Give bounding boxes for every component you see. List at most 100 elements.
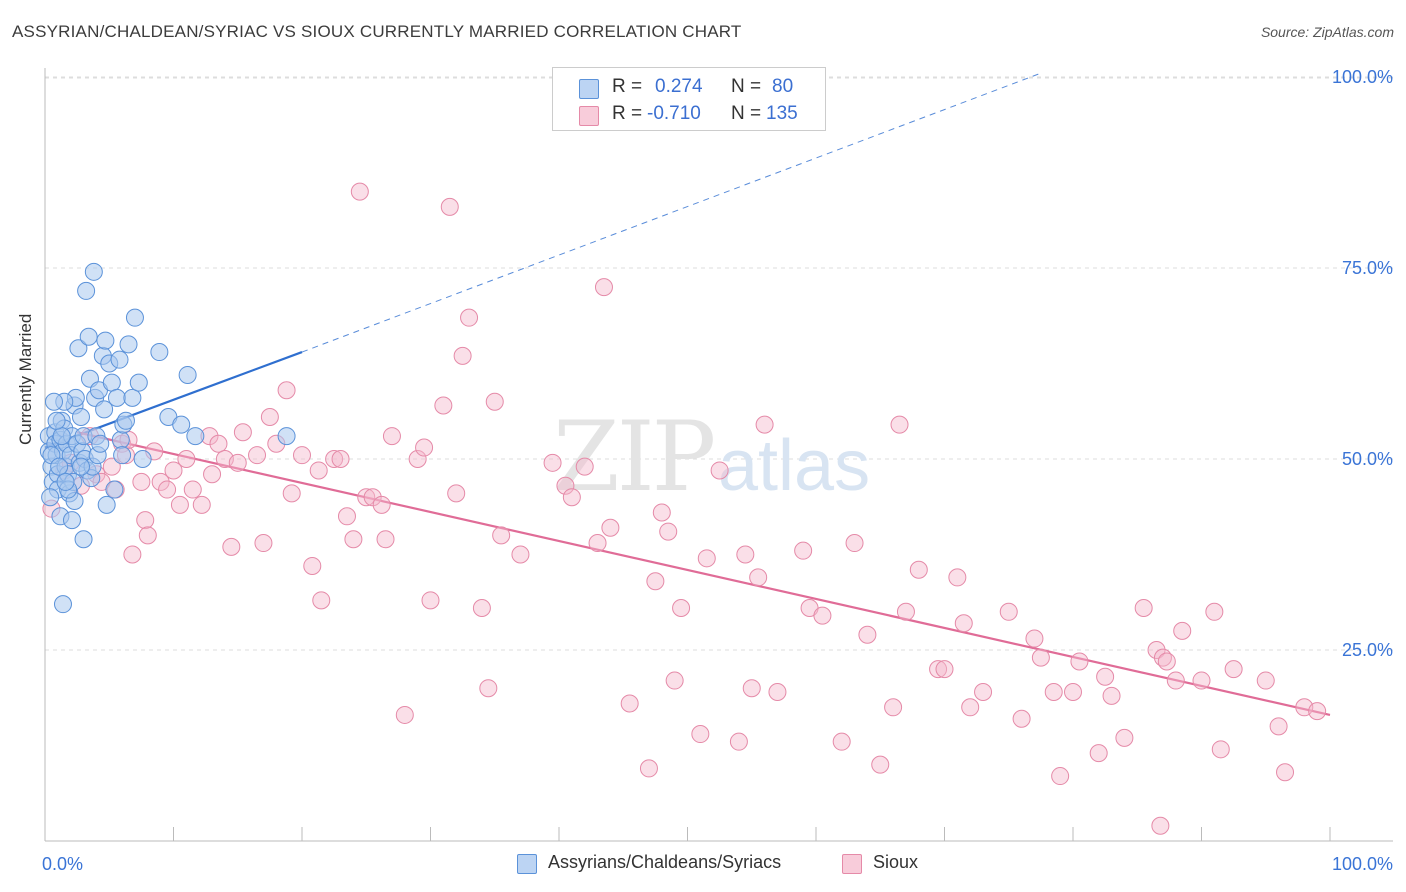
legend-n-label: N = <box>731 103 762 124</box>
legend-swatch-pink <box>579 106 599 126</box>
data-point-assyrian <box>62 511 81 530</box>
data-point-sioux <box>1134 598 1153 617</box>
data-point-sioux <box>228 453 247 472</box>
data-point-assyrian <box>74 530 93 549</box>
data-point-assyrian <box>133 450 152 468</box>
data-point-sioux <box>1157 652 1176 671</box>
data-point-sioux <box>447 484 466 503</box>
data-point-sioux <box>485 392 504 411</box>
data-point-sioux <box>832 732 851 751</box>
data-point-sioux <box>492 526 511 545</box>
y-tick-label: 25.0% <box>1342 640 1393 660</box>
tick-labels: 25.0% 50.0% 75.0% 100.0% 0.0% 100.0% <box>42 67 1393 874</box>
data-point-assyrian <box>111 430 130 449</box>
data-point-sioux <box>890 415 909 434</box>
data-point-sioux <box>1308 702 1327 721</box>
data-point-sioux <box>277 381 296 400</box>
data-point-sioux <box>233 423 252 442</box>
data-point-sioux <box>192 495 211 514</box>
legend-r-value: 0.274 <box>655 76 703 97</box>
data-point-sioux <box>999 602 1018 621</box>
data-point-sioux <box>1192 671 1211 690</box>
data-point-sioux <box>408 450 427 468</box>
data-point-sioux <box>1051 767 1070 786</box>
data-point-sioux <box>794 541 813 560</box>
data-point-sioux <box>472 598 491 617</box>
data-point-assyrian <box>44 392 63 411</box>
data-point-sioux <box>440 197 459 216</box>
x-tick-label: 0.0% <box>42 854 83 874</box>
data-point-sioux <box>749 568 768 587</box>
data-point-sioux <box>562 488 581 507</box>
data-point-assyrian <box>71 407 90 426</box>
data-point-sioux <box>1096 667 1115 686</box>
data-point-sioux <box>1025 629 1044 648</box>
data-point-assyrian <box>79 327 98 346</box>
data-point-assyrian <box>113 446 132 465</box>
y-tick-label: 75.0% <box>1342 258 1393 278</box>
data-point-sioux <box>1147 641 1166 659</box>
data-point-assyrian <box>110 350 129 369</box>
legend-n-label: N = <box>731 76 762 97</box>
data-point-sioux <box>164 461 183 480</box>
data-point-sioux <box>303 556 322 575</box>
data-point-assyrian <box>96 331 115 350</box>
data-point-sioux <box>1211 740 1230 759</box>
bottom-swatch-pink <box>842 854 862 874</box>
data-point-sioux <box>123 545 142 564</box>
data-point-sioux <box>543 453 562 472</box>
data-point-sioux <box>325 450 344 468</box>
data-point-sioux <box>382 427 401 446</box>
data-point-sioux <box>248 446 267 465</box>
data-point-sioux <box>453 346 472 365</box>
data-point-sioux <box>1256 671 1275 690</box>
data-point-assyrian <box>277 427 296 446</box>
data-point-sioux <box>691 725 710 744</box>
data-point-sioux <box>1031 648 1050 667</box>
data-point-sioux <box>646 572 665 591</box>
data-point-sioux <box>1102 686 1121 705</box>
legend-r-value: -0.710 <box>647 103 701 124</box>
data-point-sioux <box>929 660 948 679</box>
data-point-assyrian <box>84 262 103 281</box>
data-point-sioux <box>136 511 155 530</box>
data-point-sioux <box>736 545 755 564</box>
data-point-sioux <box>768 683 787 702</box>
data-point-sioux <box>1070 652 1089 671</box>
bottom-legend-label: Assyrians/Chaldeans/Syriacs <box>548 852 782 872</box>
y-axis-label: Currently Married <box>16 313 35 445</box>
data-point-sioux <box>337 507 356 526</box>
trend-line-sioux <box>76 431 1331 717</box>
data-point-assyrian <box>172 415 191 434</box>
legend: R = 0.274 N = 80 R = -0.710 N = 135 <box>552 67 826 131</box>
data-point-sioux <box>344 530 363 549</box>
data-point-assyrian <box>50 457 69 476</box>
data-point-sioux <box>177 450 196 468</box>
data-point-sioux <box>896 602 915 621</box>
data-point-sioux <box>1012 709 1031 728</box>
data-point-sioux <box>961 698 980 717</box>
data-point-sioux <box>102 457 121 476</box>
data-point-sioux <box>209 434 228 453</box>
data-point-sioux <box>665 671 684 690</box>
legend-n-value: 80 <box>772 76 794 97</box>
data-point-assyrian <box>71 457 90 476</box>
data-point-sioux <box>575 457 594 476</box>
data-point-sioux <box>350 182 369 201</box>
data-point-sioux <box>1269 717 1288 736</box>
data-point-sioux <box>954 614 973 633</box>
data-point-assyrian <box>116 411 135 430</box>
data-point-sioux <box>331 450 350 468</box>
data-point-sioux <box>659 522 678 541</box>
data-point-sioux <box>1173 621 1192 640</box>
data-point-assyrian <box>69 339 88 358</box>
data-point-assyrian <box>97 495 116 514</box>
legend-r-label: R = <box>612 103 643 124</box>
data-point-sioux <box>1224 660 1243 679</box>
data-point-sioux <box>845 534 864 553</box>
data-point-sioux <box>1115 728 1134 747</box>
data-point-assyrian <box>102 373 121 392</box>
data-point-assyrian <box>47 411 66 430</box>
data-point-sioux <box>479 679 498 698</box>
data-point-sioux <box>1044 683 1063 702</box>
